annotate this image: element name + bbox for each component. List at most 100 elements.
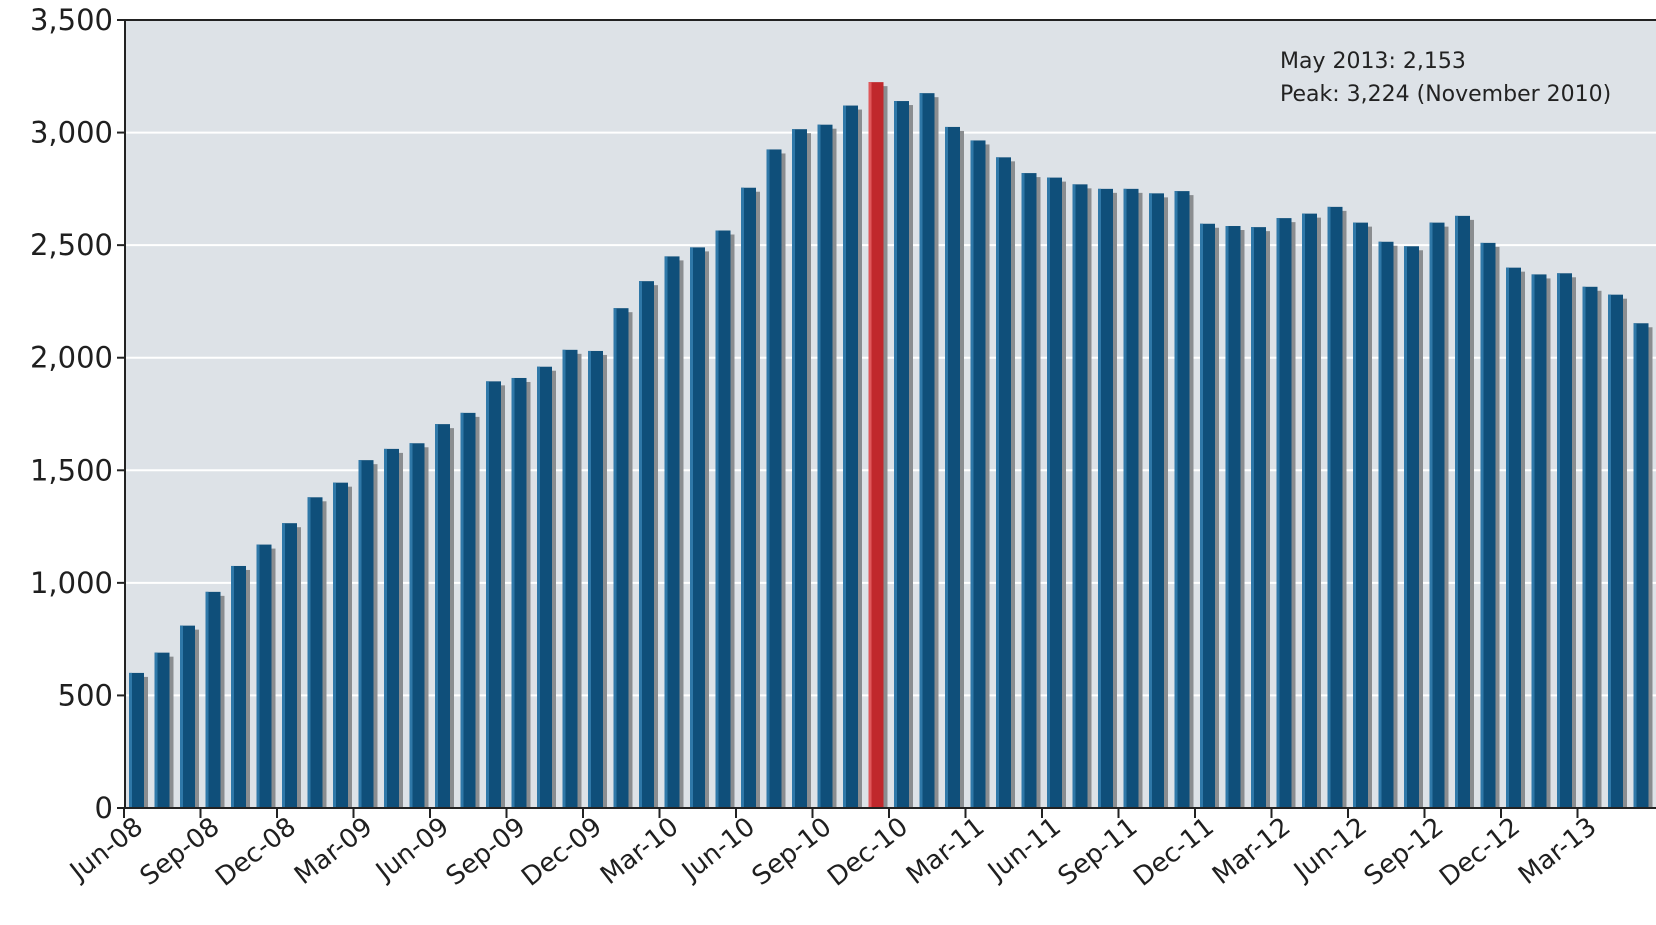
bar-highlight bbox=[1378, 241, 1382, 808]
x-tick-label: Sep-11 bbox=[1053, 812, 1144, 892]
x-axis-ticks: Jun-08Sep-08Dec-08Mar-09Jun-09Sep-09Dec-… bbox=[63, 808, 1602, 893]
bar bbox=[1480, 242, 1496, 809]
bar bbox=[894, 101, 909, 808]
bar bbox=[690, 247, 705, 808]
bar bbox=[1633, 323, 1649, 808]
bar-highlight bbox=[1582, 286, 1586, 808]
annotation-box: May 2013: 2,153 Peak: 3,224 (November 20… bbox=[1280, 49, 1611, 107]
x-tick-label: Dec-10 bbox=[822, 812, 914, 893]
y-tick-label: 1,500 bbox=[30, 453, 113, 487]
bar-highlight bbox=[1531, 274, 1535, 808]
y-tick-label: 2,500 bbox=[30, 228, 113, 262]
bar-highlight bbox=[1072, 184, 1076, 809]
bar bbox=[1608, 294, 1623, 808]
x-tick-label: Dec-11 bbox=[1128, 812, 1220, 893]
bar bbox=[664, 256, 680, 808]
bar-highlight bbox=[766, 149, 770, 808]
bar-highlight bbox=[1047, 177, 1050, 809]
bar-highlight bbox=[690, 247, 693, 808]
bar bbox=[486, 381, 501, 808]
y-tick-label: 0 bbox=[95, 791, 113, 825]
bar bbox=[1251, 227, 1266, 809]
bar bbox=[1072, 184, 1088, 809]
y-tick-label: 3,500 bbox=[30, 3, 113, 37]
bar bbox=[792, 129, 807, 809]
bar bbox=[1327, 206, 1343, 808]
bar-highlight bbox=[333, 482, 336, 808]
bar-highlight bbox=[817, 124, 821, 809]
bar-highlight bbox=[384, 448, 387, 808]
bar bbox=[460, 412, 476, 808]
y-tick-label: 2,000 bbox=[30, 341, 113, 375]
bar-highlight bbox=[1455, 215, 1458, 809]
bar bbox=[1455, 215, 1470, 809]
bar-highlight bbox=[460, 412, 464, 808]
y-tick-label: 500 bbox=[58, 678, 113, 712]
bar-highlight bbox=[154, 652, 158, 808]
x-tick-label: Sep-12 bbox=[1359, 812, 1450, 892]
bar bbox=[511, 377, 527, 808]
bar-highlight bbox=[1353, 222, 1356, 809]
bar bbox=[409, 443, 425, 808]
bar bbox=[1506, 267, 1521, 809]
x-tick-label: Jun-12 bbox=[1287, 812, 1373, 888]
bar bbox=[129, 672, 144, 808]
bar bbox=[1149, 193, 1164, 809]
x-tick-label: Sep-10 bbox=[747, 812, 838, 892]
bar bbox=[970, 140, 986, 809]
bar-highlight bbox=[1200, 223, 1203, 809]
bar-highlight bbox=[1149, 193, 1152, 809]
x-tick-label: Jun-09 bbox=[369, 812, 455, 888]
bar-highlight bbox=[1557, 273, 1560, 808]
bar bbox=[945, 126, 960, 808]
bar-highlight bbox=[1302, 213, 1305, 808]
bar bbox=[1200, 223, 1215, 809]
bar-highlight bbox=[1174, 191, 1178, 808]
bar-highlight bbox=[792, 129, 795, 809]
bar bbox=[1531, 274, 1547, 808]
bar bbox=[715, 230, 731, 809]
bar-highlight bbox=[511, 377, 515, 808]
bar-highlight bbox=[231, 565, 234, 808]
annotation-peak: Peak: 3,224 (November 2010) bbox=[1280, 82, 1611, 107]
bar-highlight bbox=[1021, 173, 1025, 808]
bar-highlight bbox=[945, 126, 948, 808]
bar bbox=[1429, 222, 1445, 809]
bar-highlight bbox=[1123, 188, 1127, 808]
bar-highlight bbox=[868, 82, 872, 809]
x-tick-label: Sep-08 bbox=[135, 812, 226, 892]
x-tick-label: Mar-12 bbox=[1207, 812, 1296, 891]
bar bbox=[1225, 226, 1241, 808]
bar bbox=[919, 93, 935, 808]
x-tick-label: Sep-09 bbox=[441, 812, 532, 892]
bar-highlight bbox=[919, 93, 923, 808]
bar bbox=[180, 625, 195, 808]
bar-highlight bbox=[1276, 218, 1280, 808]
bar bbox=[154, 652, 170, 808]
bar-highlight bbox=[741, 187, 744, 808]
bar bbox=[1174, 191, 1190, 808]
bar bbox=[639, 281, 654, 808]
bar-highlight bbox=[1480, 242, 1484, 809]
bar-highlight bbox=[409, 443, 413, 808]
bar-highlight bbox=[256, 544, 260, 808]
y-axis-ticks: 0 500 1,000 1,500 2,000 2,500 3,000 3,500 bbox=[30, 3, 125, 825]
bar bbox=[1098, 188, 1113, 808]
bar-highlight bbox=[1429, 222, 1433, 809]
bar-highlight bbox=[613, 308, 617, 808]
bar bbox=[231, 565, 246, 808]
bar bbox=[333, 482, 348, 808]
bar bbox=[766, 149, 782, 808]
x-tick-label: Dec-08 bbox=[210, 812, 302, 893]
bar bbox=[1302, 213, 1317, 808]
bar-highlight bbox=[180, 625, 183, 808]
x-tick-label: Mar-13 bbox=[1513, 812, 1602, 891]
bar-highlight bbox=[307, 497, 311, 808]
bar-highlight bbox=[537, 366, 540, 808]
x-tick-label: Dec-12 bbox=[1434, 812, 1526, 893]
annotation-current: May 2013: 2,153 bbox=[1280, 49, 1466, 74]
bar-highlight bbox=[1225, 226, 1229, 808]
x-tick-label: Jun-10 bbox=[675, 812, 761, 888]
